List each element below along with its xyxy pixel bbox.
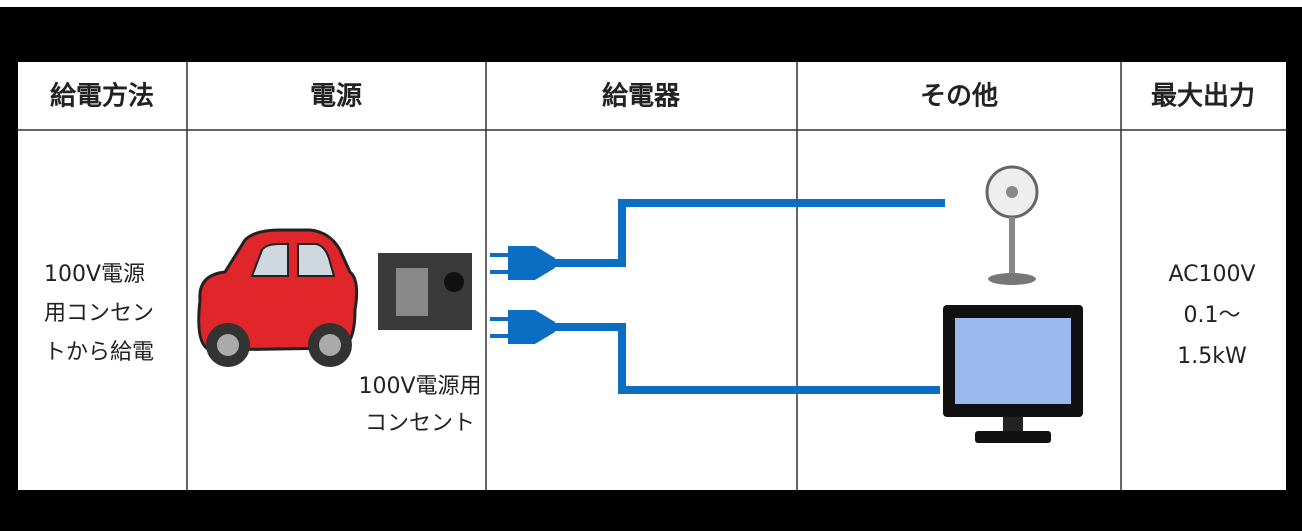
header-cell: 電源 [310,82,362,112]
outlet-label: 100V電源用 [358,374,481,399]
plug-icon [490,246,555,344]
method-text: 用コンセン [44,301,154,326]
header-cell: 最大出力 [1151,82,1255,112]
cable [555,323,940,394]
method-text: 100V電源 [44,262,145,287]
header-cell: 給電器 [602,81,681,112]
outlet-icon [378,253,472,330]
fan-icon [985,165,1039,285]
top-strip [0,0,1302,7]
car-icon [197,228,359,367]
outlet-label: コンセント [365,411,475,436]
output-text: 0.1～ [1184,303,1241,328]
tv-icon [943,305,1083,443]
cable [555,199,945,267]
output-text: 1.5kW [1177,344,1247,369]
method-text: トから給電 [44,340,154,365]
output-text: AC100V [1168,262,1255,287]
header-cell: その他 [920,82,998,112]
header-cell: 給電方法 [50,81,154,112]
